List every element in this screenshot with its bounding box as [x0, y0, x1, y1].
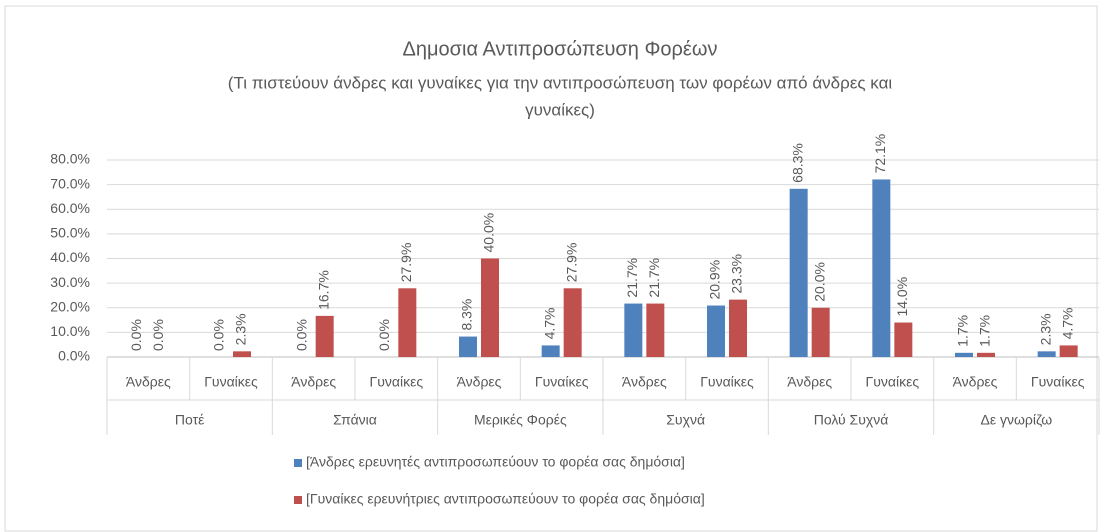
- data-label: 23.3%: [729, 254, 745, 294]
- y-tick-label: 70.0%: [50, 175, 90, 191]
- bar: [955, 352, 973, 357]
- x-tick-label: Άνδρες: [953, 374, 998, 390]
- chart-subtitle: (Τι πιστεύουν άνδρες και γυναίκες για τη…: [228, 73, 893, 92]
- x-tick-label: Άνδρες: [787, 374, 832, 390]
- bar: [541, 345, 560, 357]
- x-tick-label: Άνδρες: [622, 374, 667, 390]
- bar: [789, 188, 808, 357]
- group-label: Μερικές Φορές: [474, 412, 567, 428]
- bar: [624, 303, 643, 357]
- x-tick-label: Γυναίκες: [700, 374, 754, 390]
- legend-swatch: [294, 496, 302, 504]
- legend-label: [Γυναίκες ερευνήτριες αντιπροσωπεύουν το…: [306, 491, 705, 507]
- bar: [563, 288, 582, 357]
- group-label: Ποτέ: [175, 412, 204, 428]
- y-tick-label: 10.0%: [50, 323, 90, 339]
- data-label: 0.0%: [128, 319, 144, 351]
- data-label: 4.7%: [541, 308, 557, 340]
- data-label: 0.0%: [150, 319, 166, 351]
- data-label: 14.0%: [894, 277, 910, 317]
- bar: [811, 307, 830, 357]
- bar: [315, 315, 334, 357]
- chart-title: Δημοσια Αντιπροσώπευση Φορέων: [403, 38, 718, 60]
- data-label: 2.3%: [233, 313, 249, 345]
- bar: [1037, 351, 1056, 357]
- bar: [481, 258, 499, 357]
- chart-subtitle: γυναίκες): [525, 100, 595, 119]
- bar: [894, 322, 913, 357]
- data-label: 8.3%: [459, 299, 475, 331]
- y-tick-label: 60.0%: [50, 200, 90, 216]
- data-label: 16.7%: [315, 270, 331, 310]
- bar: [872, 179, 891, 357]
- data-label: 21.7%: [624, 258, 640, 298]
- bar: [398, 288, 417, 357]
- bar: [1059, 345, 1078, 357]
- legend-label: [Άνδρες ερευνητές αντιπροσωπεύουν το φορ…: [306, 454, 685, 470]
- bar: [459, 336, 477, 357]
- data-label: 21.7%: [646, 258, 662, 298]
- data-label: 0.0%: [211, 319, 227, 351]
- group-label: Σπάνια: [333, 412, 377, 428]
- y-tick-label: 50.0%: [50, 225, 90, 241]
- x-tick-label: Άνδρες: [457, 374, 502, 390]
- x-tick-label: Γυναίκες: [1031, 374, 1085, 390]
- y-tick-label: 20.0%: [50, 298, 90, 314]
- x-tick-label: Άνδρες: [291, 374, 336, 390]
- data-label: 4.7%: [1059, 308, 1075, 340]
- data-label: 1.7%: [955, 315, 971, 347]
- x-tick-label: Γυναίκες: [866, 374, 920, 390]
- data-label: 27.9%: [398, 243, 414, 283]
- group-label: Συχνά: [666, 412, 705, 428]
- bar: [729, 299, 747, 357]
- y-tick-label: 80.0%: [50, 151, 90, 167]
- data-label: 20.0%: [811, 262, 827, 302]
- data-label: 0.0%: [376, 319, 392, 351]
- bar: [707, 305, 725, 357]
- y-tick-label: 30.0%: [50, 274, 90, 290]
- x-tick-label: Άνδρες: [126, 374, 171, 390]
- data-label: 1.7%: [977, 315, 993, 347]
- data-label: 72.1%: [872, 134, 888, 174]
- data-label: 40.0%: [481, 213, 497, 253]
- data-label: 20.9%: [707, 260, 723, 300]
- data-label: 68.3%: [789, 143, 805, 183]
- group-label: Πολύ Συχνά: [814, 412, 889, 428]
- chart-border: [4, 5, 1098, 532]
- data-label: 27.9%: [563, 243, 579, 283]
- x-tick-label: Γυναίκες: [535, 374, 589, 390]
- data-label: 2.3%: [1037, 313, 1053, 345]
- legend-swatch: [294, 459, 302, 467]
- x-tick-label: Γυναίκες: [204, 374, 258, 390]
- y-tick-label: 0.0%: [58, 348, 90, 364]
- y-tick-label: 40.0%: [50, 249, 90, 265]
- data-label: 0.0%: [293, 319, 309, 351]
- group-label: Δε γνωρίζω: [981, 412, 1053, 428]
- bar: [977, 352, 995, 357]
- x-tick-label: Γυναίκες: [370, 374, 424, 390]
- bar: [233, 351, 251, 357]
- bar: [646, 303, 665, 357]
